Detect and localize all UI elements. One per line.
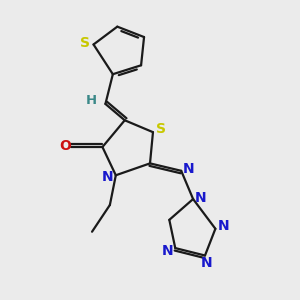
Text: N: N <box>201 256 212 270</box>
Text: O: O <box>59 140 70 153</box>
Text: S: S <box>156 122 166 136</box>
Text: N: N <box>218 219 230 233</box>
Text: N: N <box>161 244 173 258</box>
Text: N: N <box>183 162 195 176</box>
Text: S: S <box>80 36 90 50</box>
Text: H: H <box>85 94 97 107</box>
Text: N: N <box>102 170 114 184</box>
Text: N: N <box>195 190 207 205</box>
